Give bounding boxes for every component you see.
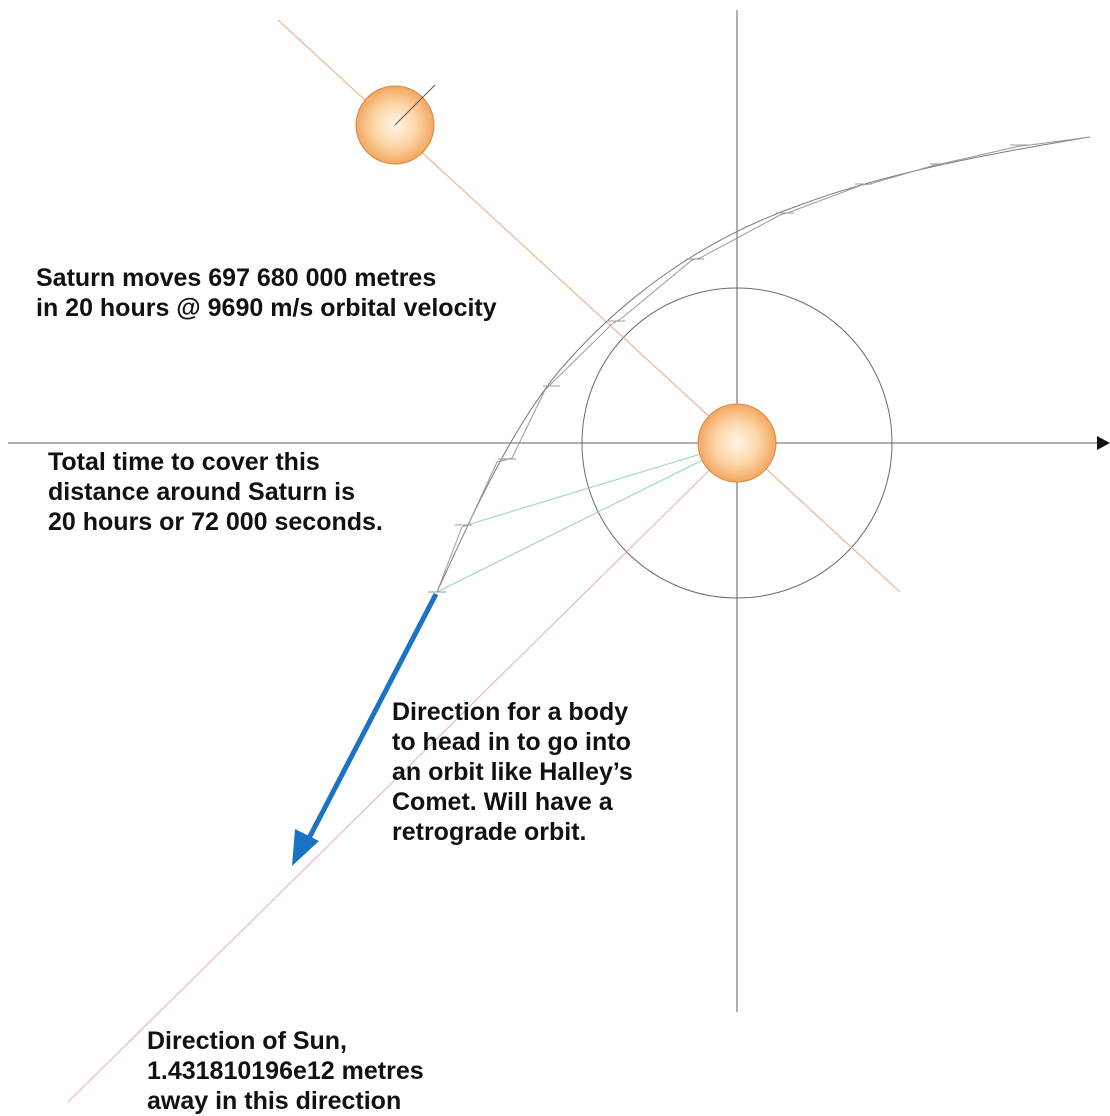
total-time-line-1: Total time to cover this bbox=[48, 448, 320, 476]
green-line-2 bbox=[436, 442, 738, 593]
direction-sun-label: Direction of Sun, 1.431810196e12 metres … bbox=[147, 1026, 424, 1116]
green-line-1 bbox=[466, 442, 738, 526]
direction-sun-line-2: 1.431810196e12 metres bbox=[147, 1057, 424, 1085]
total-time-label: Total time to cover this distance around… bbox=[48, 447, 383, 537]
total-time-line-2: distance around Saturn is bbox=[48, 478, 356, 506]
saturn-moves-label: Saturn moves 697 680 000 metres in 20 ho… bbox=[36, 263, 497, 323]
direction-body-line-3: an orbit like Halley’s bbox=[392, 758, 633, 786]
trajectory-steps bbox=[436, 136, 1091, 593]
saturn-moves-line-1: Saturn moves 697 680 000 metres bbox=[36, 264, 437, 292]
saturn-previous-marker bbox=[394, 84, 436, 126]
orbit-circle bbox=[581, 287, 893, 599]
total-time-line-3: 20 hours or 72 000 seconds. bbox=[48, 508, 383, 536]
x-axis-arrowhead bbox=[1097, 436, 1110, 450]
direction-body-line-2: to head in to go into bbox=[392, 728, 631, 756]
direction-sun-line-3: away in this direction bbox=[147, 1087, 402, 1115]
direction-body-label: Direction for a body to head in to go in… bbox=[392, 697, 633, 847]
direction-body-line-5: retrograde orbit. bbox=[392, 818, 587, 846]
sun-direction-line bbox=[67, 442, 738, 1103]
body-direction-arrow-shaft bbox=[304, 592, 439, 844]
saturn-moves-line-2: in 20 hours @ 9690 m/s orbital velocity bbox=[36, 294, 497, 322]
direction-body-line-4: Comet. Will have a bbox=[392, 788, 613, 816]
saturn-current-position bbox=[697, 403, 777, 483]
trajectory-curve bbox=[436, 136, 1091, 593]
direction-sun-line-1: Direction of Sun, bbox=[147, 1027, 347, 1055]
direction-body-line-1: Direction for a body bbox=[392, 698, 629, 726]
trajectory-ticks bbox=[428, 144, 1030, 593]
body-direction-arrowhead bbox=[292, 829, 319, 866]
